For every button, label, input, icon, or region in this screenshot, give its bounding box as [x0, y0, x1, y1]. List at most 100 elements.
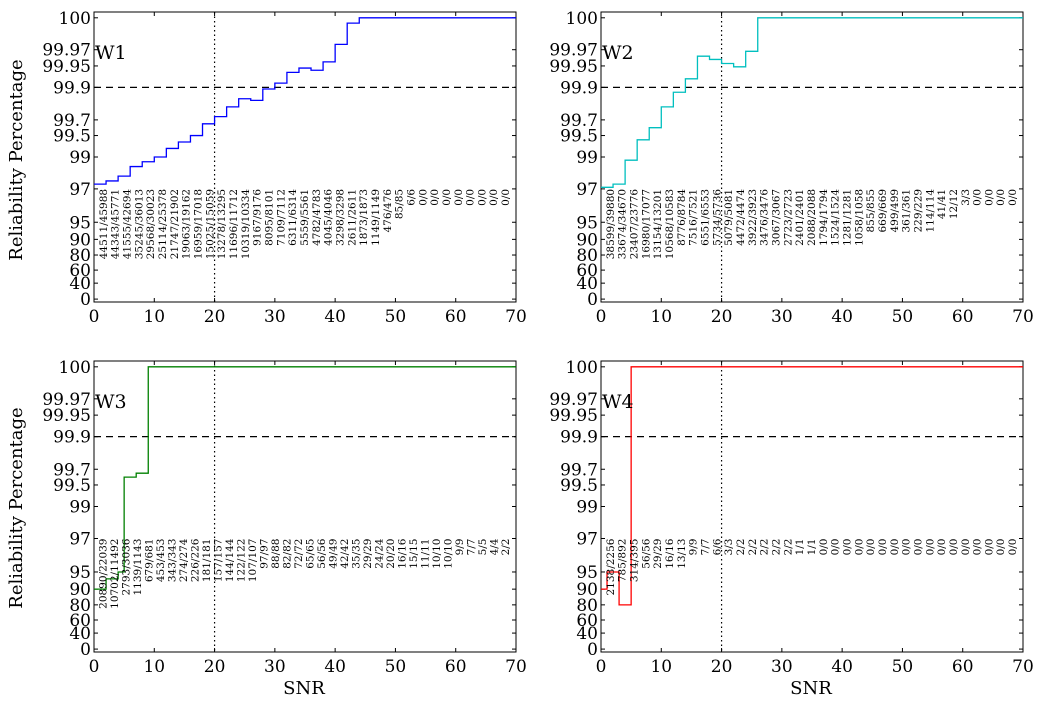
x-tick-label: 20 [204, 307, 226, 327]
x-tick-label: 40 [831, 657, 853, 677]
y-axis-title-top: Reliability Percentage [6, 59, 27, 260]
count-label: 2138/2256 [605, 538, 617, 595]
y-tick-label: 99.5 [53, 476, 91, 496]
count-label: 0/0 [948, 539, 960, 556]
count-label: 21747/21902 [169, 189, 181, 259]
x-tick-label: 30 [264, 657, 286, 677]
count-label: 0/0 [983, 539, 995, 556]
count-label: 42/42 [339, 539, 351, 569]
count-label: 229/229 [912, 189, 924, 233]
y-tick-label: 97 [576, 530, 598, 550]
x-tick-label: 50 [892, 307, 914, 327]
count-label: 16/16 [397, 538, 409, 569]
count-label: 5734/5736 [711, 189, 723, 246]
count-label: 5079/5081 [723, 189, 735, 246]
count-label: 0/0 [500, 189, 512, 206]
count-label: 29/29 [652, 539, 664, 569]
x-tick-label: 0 [89, 307, 100, 327]
x-tick-label: 0 [596, 657, 607, 677]
count-label: 144/144 [224, 538, 236, 582]
x-tick-label: 60 [952, 307, 974, 327]
count-label: 114/114 [924, 189, 936, 233]
y-tick-label: 99.7 [560, 460, 598, 480]
count-label: 16980/17077 [640, 189, 652, 259]
count-label: 0/0 [889, 539, 901, 556]
series-line [94, 366, 516, 590]
count-label: 10/10 [443, 539, 455, 569]
count-label: 25114/25378 [157, 189, 169, 259]
count-label: 1281/1281 [841, 189, 853, 246]
y-tick-label: 97 [576, 180, 598, 200]
y-tick-label: 100 [59, 358, 91, 378]
count-label: 2/2 [771, 539, 783, 556]
count-label: 107/107 [247, 539, 259, 583]
series-line [601, 17, 1023, 188]
count-label: 0/0 [983, 189, 995, 206]
x-tick-label: 30 [771, 657, 793, 677]
count-label: 1139/1143 [132, 539, 144, 596]
x-tick-label: 70 [505, 307, 527, 327]
x-tick-label: 70 [1012, 657, 1034, 677]
x-tick-label: 60 [445, 657, 467, 677]
count-label: 13154/13201 [652, 189, 664, 259]
count-label: 82/82 [282, 539, 294, 569]
plot-frame [93, 360, 517, 653]
count-label: 49/49 [328, 539, 340, 569]
x-tick-label: 40 [324, 307, 346, 327]
x-tick-label: 40 [324, 657, 346, 677]
y-tick-label: 99.7 [53, 111, 91, 131]
count-label: 6311/6314 [287, 189, 299, 246]
count-label: 2/2 [747, 539, 759, 556]
count-label: 1149/1149 [370, 189, 382, 246]
y-tick-label: 80 [69, 246, 91, 266]
count-label: 0/0 [465, 189, 477, 206]
y-tick-label: 99.5 [560, 127, 598, 147]
y-tick-label: 95 [576, 213, 598, 233]
count-label: 9/9 [688, 539, 700, 556]
y-tick-label: 80 [69, 596, 91, 616]
y-tick-label: 99.9 [560, 78, 598, 98]
count-label: 3067/3067 [771, 189, 783, 246]
x-tick-label: 60 [952, 657, 974, 677]
y-tick-label: 99.97 [549, 390, 598, 410]
count-label: 1/1 [794, 539, 806, 556]
count-label: 10702/11492 [109, 539, 121, 609]
x-tick-label: 10 [650, 307, 672, 327]
count-label: 6/6 [405, 189, 417, 206]
count-label: 361/361 [901, 189, 913, 233]
y-tick-label: 95 [576, 563, 598, 583]
count-label: 3922/3923 [747, 189, 759, 246]
count-label: 16959/17018 [193, 189, 205, 259]
count-label: 7516/7521 [688, 189, 700, 246]
count-label: 0/0 [453, 189, 465, 206]
count-label: 2088/2088 [806, 189, 818, 246]
x-tick-label: 10 [143, 307, 165, 327]
count-label: 9/9 [454, 539, 466, 556]
y-tick-label: 100 [566, 358, 598, 378]
y-tick-label: 40 [576, 624, 598, 644]
count-label: 6551/6553 [700, 189, 712, 246]
count-label: 10/10 [431, 539, 443, 569]
y-tick-label: 40 [69, 624, 91, 644]
count-label: 9167/9176 [252, 189, 264, 246]
count-label: 5/5 [477, 539, 489, 556]
count-label: 181/181 [201, 539, 213, 583]
count-label: 0/0 [853, 539, 865, 556]
count-label: 0/0 [417, 189, 429, 206]
count-label: 3/3 [960, 189, 972, 206]
x-tick-label: 50 [385, 307, 407, 327]
count-label: 0/0 [936, 539, 948, 556]
y-tick-label: 99.7 [560, 111, 598, 131]
count-label: 0/0 [901, 539, 913, 556]
count-label: 72/72 [293, 539, 305, 569]
count-label: 343/343 [167, 539, 179, 583]
y-tick-label: 0 [587, 640, 598, 660]
count-label: 0/0 [972, 539, 984, 556]
count-label: 20890/22039 [98, 539, 110, 609]
count-label: 2401/2401 [794, 189, 806, 246]
count-label: 2/2 [735, 539, 747, 556]
x-tick-label: 50 [892, 657, 914, 677]
count-label: 4045/4046 [323, 189, 335, 246]
count-label: 4782/4783 [311, 189, 323, 246]
y-tick-label: 99.9 [53, 428, 91, 448]
